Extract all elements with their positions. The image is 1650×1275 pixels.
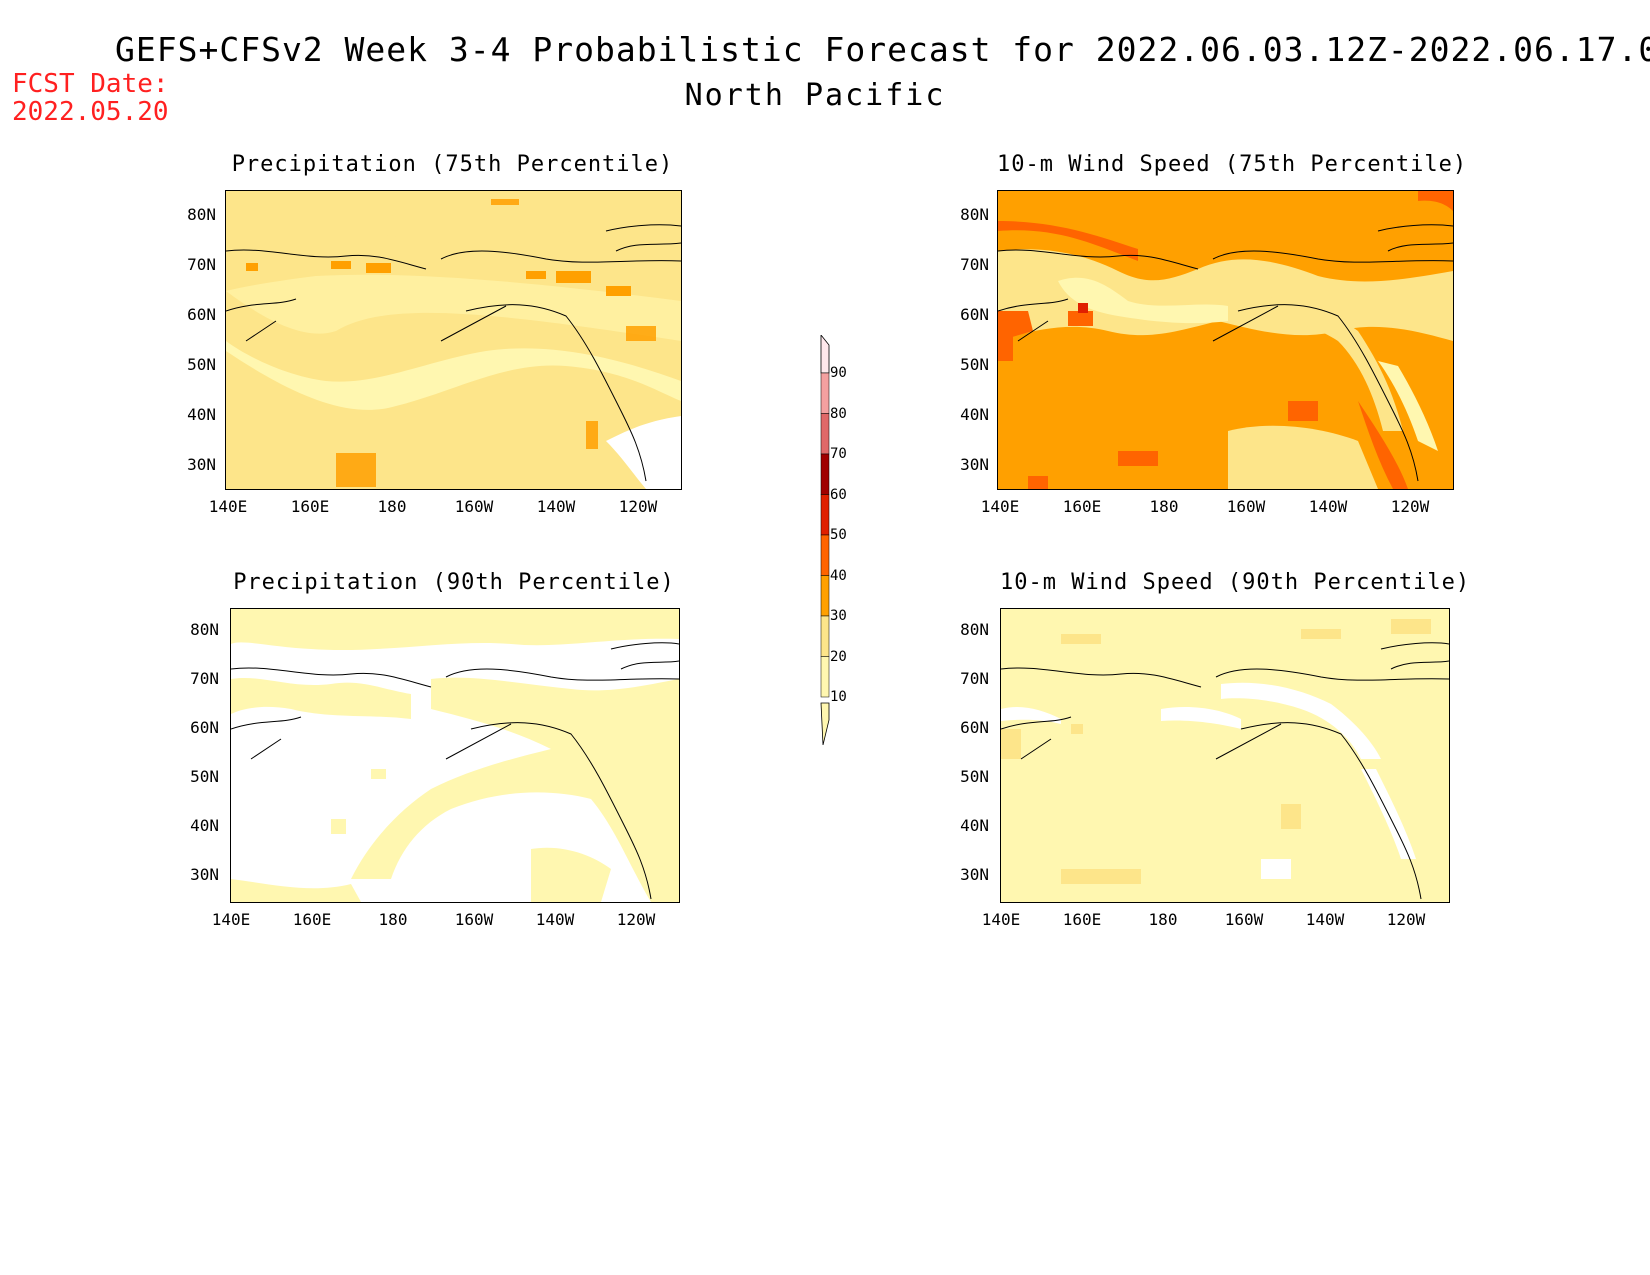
colorbar-label: 40 [830,567,847,584]
lat-label: 70N [190,669,219,688]
fcst-date-value: 2022.05.20 [12,97,169,127]
lat-label: 70N [960,255,989,274]
lat-label: 30N [187,455,216,474]
lat-label: 40N [960,816,989,835]
lat-label: 50N [190,767,219,786]
map-precip-75 [225,190,682,490]
lat-label: 60N [187,305,216,324]
lat-label: 50N [960,767,989,786]
lat-label: 40N [960,405,989,424]
lon-label: 140E [981,910,1021,929]
colorbar-label: 50 [830,527,847,543]
lat-label: 70N [187,255,216,274]
lon-label: 140W [536,497,576,516]
colorbar-bin [820,534,830,576]
lat-label: 40N [187,405,216,424]
map-precip-90-shading [231,609,679,902]
map-precip-75-shading [226,191,681,489]
colorbar-label: 70 [830,446,847,462]
lon-label: 180 [1149,497,1179,516]
colorbar-bin [820,494,830,536]
lat-label: 40N [190,816,219,835]
colorbar-label: 60 [830,486,847,503]
lon-label: 180 [377,497,407,516]
lat-label: 70N [960,669,989,688]
lon-label: 140E [980,497,1020,516]
lat-label: 80N [190,620,219,639]
colorbar-bin [820,575,830,617]
colorbar-bin [820,615,830,657]
colorbar-bins [820,372,830,698]
colorbar-label: 10 [830,689,847,705]
lat-label: 80N [960,620,989,639]
lon-label: 140W [1308,497,1348,516]
lon-label: 160E [1062,910,1102,929]
lon-label: 160W [1226,497,1266,516]
lat-label: 50N [960,355,989,374]
lat-label: 60N [960,305,989,324]
forecast-date-block: FCST Date: 2022.05.20 [12,70,169,126]
lon-label: 160E [292,910,332,929]
lon-label: 120W [1386,910,1426,929]
lon-label: 120W [618,497,658,516]
map-wind-90 [1000,608,1450,903]
lon-label: 140W [1305,910,1345,929]
colorbar-bottom-arrow [820,702,830,745]
panel-title-precip-90: Precipitation (90th Percentile) [233,570,675,595]
colorbar-bin [820,453,830,495]
lon-label: 160W [454,497,494,516]
lon-label: 140E [211,910,251,929]
panel-title-wind-75: 10-m Wind Speed (75th Percentile) [997,152,1468,177]
lon-label: 180 [378,910,408,929]
lon-label: 120W [616,910,656,929]
figure-title: GEFS+CFSv2 Week 3-4 Probabilistic Foreca… [115,30,1650,69]
lon-label: 160W [454,910,494,929]
lon-label: 160W [1224,910,1264,929]
lat-label: 30N [960,455,989,474]
lat-label: 80N [960,205,989,224]
colorbar-bin [820,372,830,414]
colorbar-bin [820,413,830,455]
map-wind-90-shading [1001,619,1449,900]
region-subtitle: North Pacific [684,78,946,113]
map-wind-75-shading [998,191,1453,489]
lon-label: 160E [1062,497,1102,516]
panel-title-precip-75: Precipitation (75th Percentile) [231,152,674,177]
lon-label: 140E [208,497,248,516]
lat-label: 80N [187,205,216,224]
panel-title-wind-90: 10-m Wind Speed (90th Percentile) [1000,570,1471,595]
lon-label: 140W [535,910,575,929]
colorbar-top-arrow [820,335,830,374]
colorbar-label: 30 [830,608,847,624]
lat-label: 60N [190,718,219,737]
lon-label: 180 [1148,910,1178,929]
lat-label: 30N [960,865,989,884]
map-precip-90 [230,608,680,903]
colorbar-label: 20 [830,648,847,665]
lon-label: 160E [290,497,330,516]
colorbar-label: 80 [830,405,847,422]
fcst-date-label: FCST Date: [12,69,169,99]
colorbar-bin [820,656,830,698]
lat-label: 60N [960,718,989,737]
colorbar [820,335,830,745]
lon-label: 120W [1390,497,1430,516]
lat-label: 50N [187,355,216,374]
lat-label: 30N [190,865,219,884]
map-wind-75 [997,190,1454,490]
colorbar-label: 90 [830,365,847,381]
